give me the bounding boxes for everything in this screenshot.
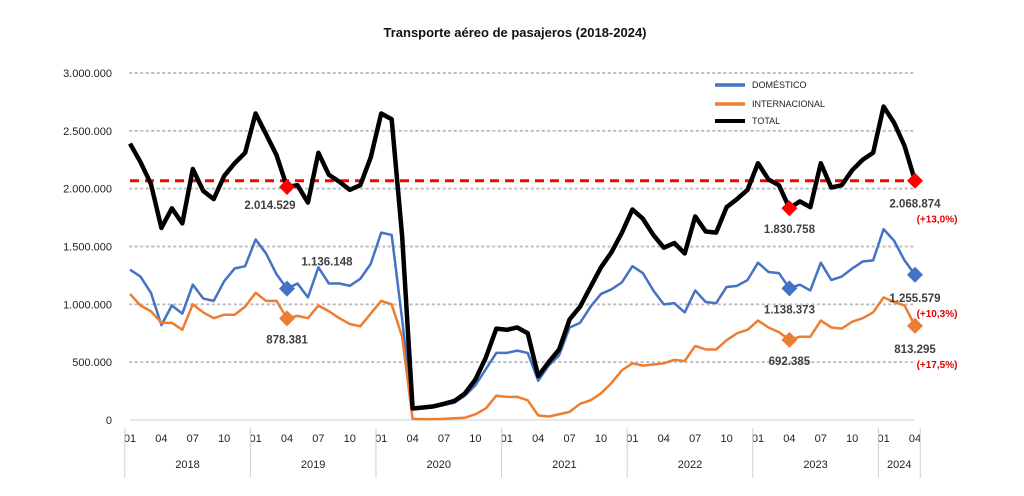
y-tick-label: 3.000.000: [63, 68, 112, 80]
x-tick-label: 07: [438, 433, 450, 445]
x-tick-label: 01: [124, 433, 136, 445]
year-label: 2021: [552, 459, 576, 471]
x-tick-label: 10: [469, 433, 481, 445]
x-tick-label: 10: [595, 433, 607, 445]
annotation-percent: (+10,3%): [917, 309, 958, 320]
annotation-marker: [907, 266, 923, 283]
x-tick-label: 04: [406, 433, 418, 445]
x-tick-label: 04: [281, 433, 293, 445]
legend-label: TOTAL: [752, 116, 780, 126]
year-label: 2024: [887, 459, 911, 471]
x-tick-label: 01: [752, 433, 764, 445]
x-tick-label: 01: [626, 433, 638, 445]
annotation-marker: [279, 280, 295, 297]
x-tick-label: 01: [375, 433, 387, 445]
annotation-label: 1.136.148: [301, 257, 353, 269]
annotation-percent: (+13,0%): [917, 215, 958, 226]
x-tick-label: 10: [720, 433, 732, 445]
x-axis: 01 04 07 10 01 04 07 10 01 04 07 10 01 04 07 10 01 04 07 10…: [124, 419, 921, 478]
grid: 0 500.000 1.000.000 1.500.000 2.000.000 2.500…: [63, 68, 916, 427]
series-line-total: [128, 104, 918, 411]
annotation-label: 1.830.758: [764, 224, 816, 236]
annotation-marker: [279, 310, 295, 327]
legend-label: INTERNACIONAL: [752, 99, 825, 109]
year-label: 2022: [678, 459, 702, 471]
annotation-label: 1.138.373: [764, 304, 815, 316]
annotation-label: 1.255.579: [889, 293, 940, 305]
x-tick-label: 07: [187, 433, 199, 445]
annotation-marker: [279, 178, 295, 195]
x-tick-label: 07: [563, 433, 575, 445]
year-label: 2020: [427, 459, 451, 471]
annotation-marker: [781, 331, 798, 348]
y-tick-label: 1.000.000: [63, 299, 112, 311]
x-tick-label: 07: [689, 433, 701, 445]
annotations: 2.014.529 1.136.148 878.381 1.830.758 1.138.…: [244, 172, 958, 371]
y-tick-label: 1.500.000: [63, 242, 112, 254]
series-line-internacional: [129, 291, 917, 421]
year-label: 2023: [803, 459, 827, 471]
chart-title: Transporte aéreo de pasajeros (2018-2024…: [383, 25, 646, 40]
annotation-marker: [907, 317, 923, 334]
annotation-label: 813.295: [894, 344, 936, 356]
series-line-domestico: [129, 227, 917, 411]
annotation-label: 692.385: [769, 356, 811, 368]
x-tick-label: 04: [783, 433, 795, 445]
annotation-percent: (+17,5%): [917, 360, 958, 371]
year-label: 2018: [175, 459, 199, 471]
x-tick-label: 04: [532, 433, 544, 445]
year-label: 2019: [301, 459, 325, 471]
x-tick-label: 04: [658, 433, 670, 445]
x-tick-label: 01: [249, 433, 261, 445]
x-tick-label: 07: [815, 433, 827, 445]
legend: DOMÉSTICO INTERNACIONAL TOTAL: [715, 80, 825, 126]
annotation-label: 2.014.529: [244, 200, 295, 212]
annotation-label: 878.381: [266, 334, 308, 346]
x-tick-label: 07: [312, 433, 324, 445]
x-tick-label: 10: [846, 433, 858, 445]
series-lines: [128, 104, 918, 421]
annotation-marker: [781, 280, 798, 297]
y-tick-label: 500.000: [72, 357, 112, 369]
y-tick-label: 0: [106, 415, 112, 427]
annotation-label: 2.068.874: [889, 199, 941, 211]
y-tick-label: 2.500.000: [63, 126, 112, 138]
y-tick-label: 2.000.000: [63, 184, 112, 196]
x-tick-label: 01: [877, 433, 889, 445]
legend-label: DOMÉSTICO: [752, 80, 807, 90]
x-tick-label: 10: [218, 433, 230, 445]
x-tick-label: 01: [501, 433, 513, 445]
x-tick-label: 10: [344, 433, 356, 445]
x-tick-label: 04: [155, 433, 167, 445]
annotation-marker: [781, 200, 798, 217]
x-tick-label: 04: [909, 433, 921, 445]
annotation-marker: [907, 172, 923, 189]
